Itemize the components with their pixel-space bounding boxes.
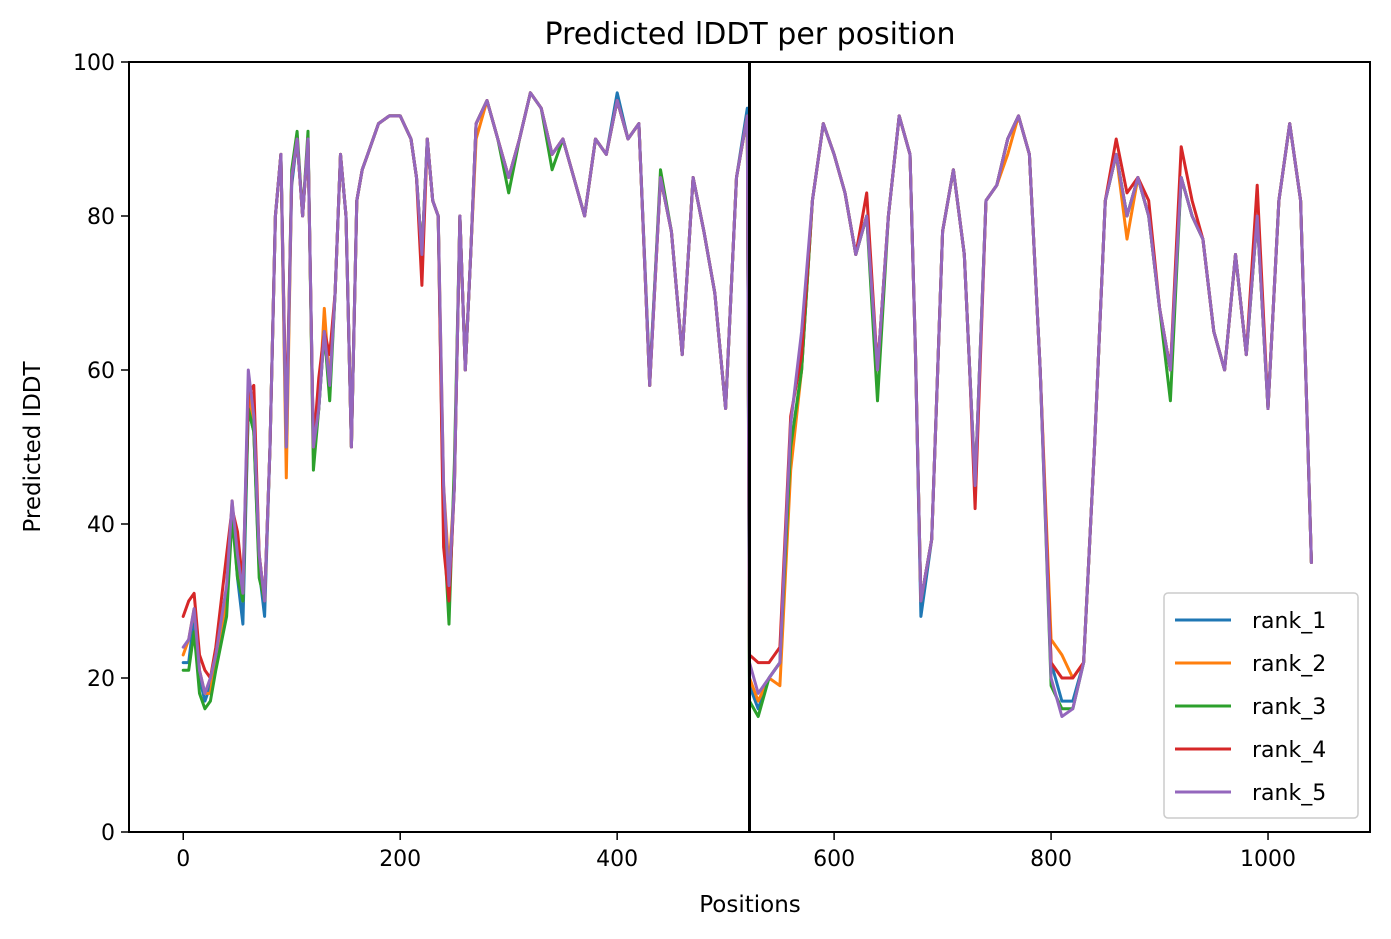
y-tick-label: 0 xyxy=(101,821,115,846)
plot-area xyxy=(181,62,1313,832)
y-tick-label: 20 xyxy=(87,667,115,692)
axes-frame xyxy=(128,61,1371,833)
legend-box xyxy=(1163,592,1359,819)
x-tick-label: 400 xyxy=(596,847,638,872)
x-tick-label: 600 xyxy=(813,847,855,872)
x-axis: 0 200 400 600 800 1000 xyxy=(176,832,1296,872)
x-tick-label: 200 xyxy=(379,847,421,872)
y-tick-label: 80 xyxy=(87,205,115,230)
legend-label: rank_1 xyxy=(1252,609,1326,634)
chart-title: Predicted lDDT per position xyxy=(545,17,956,52)
y-axis-label: Predicted lDDT xyxy=(20,360,46,532)
x-tick-label: 1000 xyxy=(1240,847,1296,872)
legend-label: rank_3 xyxy=(1252,695,1326,720)
legend-label: rank_4 xyxy=(1252,738,1326,763)
x-tick-label: 800 xyxy=(1030,847,1072,872)
series-line-rank-5 xyxy=(181,91,1313,718)
y-tick-label: 40 xyxy=(87,513,115,538)
x-tick-label: 0 xyxy=(176,847,190,872)
x-axis-label: Positions xyxy=(699,892,801,918)
y-tick-label: 60 xyxy=(87,359,115,384)
legend-label: rank_2 xyxy=(1252,652,1326,677)
y-tick-label: 100 xyxy=(73,51,115,76)
legend-label: rank_5 xyxy=(1252,781,1326,806)
legend: rank_1 rank_2 rank_3 rank_4 rank_5 xyxy=(1163,592,1359,819)
y-axis: 0 20 40 60 80 100 xyxy=(73,51,129,846)
